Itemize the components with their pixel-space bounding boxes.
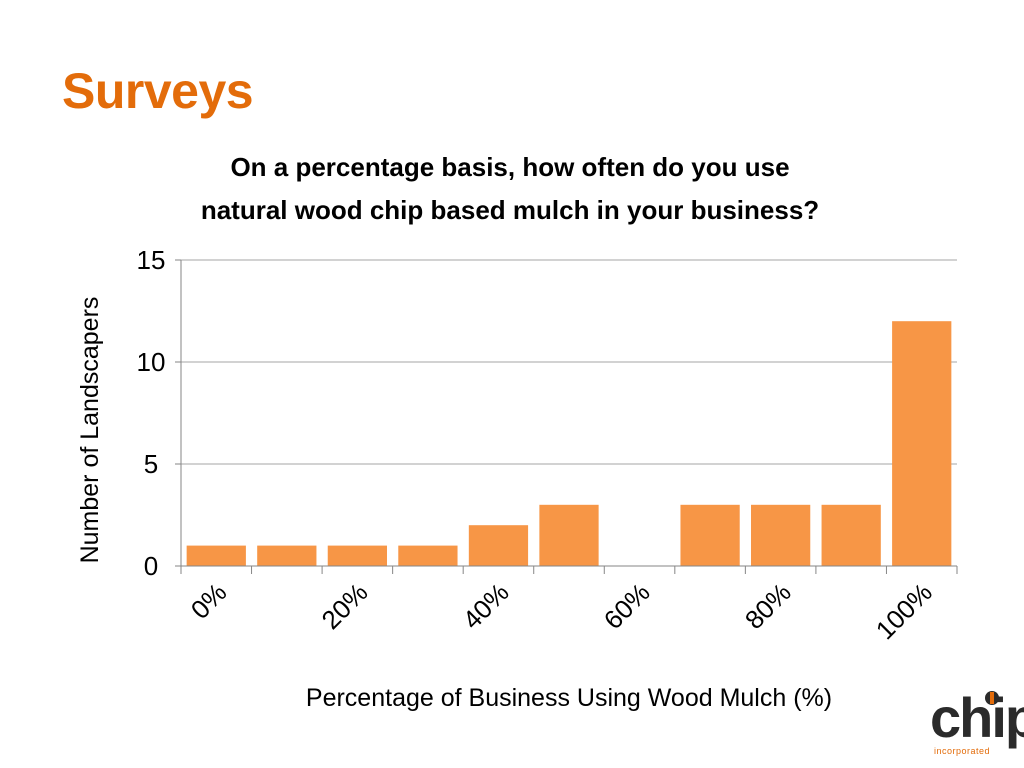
bar-100pct xyxy=(892,321,952,566)
bars xyxy=(186,321,952,566)
bar-50pct xyxy=(539,504,599,566)
x-tick-label: 0% xyxy=(185,577,233,625)
bar-70pct xyxy=(680,504,740,566)
bar-40pct xyxy=(468,525,529,566)
y-tick-label: 5 xyxy=(144,449,158,479)
logo-mark-icon xyxy=(985,691,999,705)
chart-title-line-2: natural wood chip based mulch in your bu… xyxy=(200,195,820,225)
tick-labels: 0 5 10 15 0% 20% 40% 60% 80% 100% xyxy=(137,245,938,645)
bar-0pct xyxy=(186,545,246,566)
bar-80pct xyxy=(751,504,811,566)
x-axis-title: Percentage of Business Using Wood Mulch … xyxy=(306,684,832,712)
x-tick-label: 80% xyxy=(739,577,797,635)
x-tick-label: 60% xyxy=(598,577,656,635)
x-tick-label: 100% xyxy=(870,577,938,645)
chip-logo: chip incorporated xyxy=(930,686,1024,760)
bar-30pct xyxy=(398,545,458,566)
gridlines xyxy=(181,259,957,465)
y-tick-label: 15 xyxy=(137,245,166,275)
y-axis-title: Number of Landscapers xyxy=(76,297,104,564)
bar-90pct xyxy=(821,504,881,566)
x-tick-label: 20% xyxy=(316,577,374,635)
bar-20pct xyxy=(327,545,387,566)
y-tick-label: 0 xyxy=(144,551,158,581)
logo-subtext: incorporated xyxy=(934,746,991,756)
x-tick-label: 40% xyxy=(457,577,515,635)
chart-title-line-1: On a percentage basis, how often do you … xyxy=(230,152,790,182)
y-tick-label: 10 xyxy=(137,347,166,377)
bar-10pct xyxy=(257,545,317,566)
logo-text: chip xyxy=(930,686,1024,749)
axes xyxy=(175,259,958,574)
slide-title: Surveys xyxy=(62,63,254,119)
